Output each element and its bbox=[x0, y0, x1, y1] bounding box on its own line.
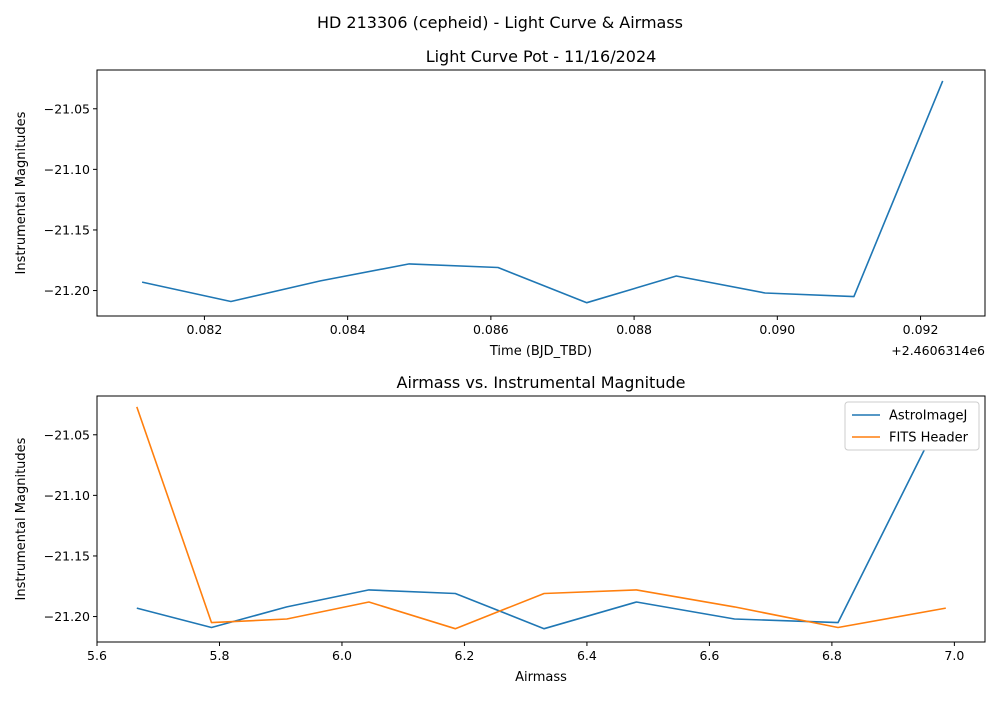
plot-frame bbox=[96, 69, 986, 317]
y-tick-label: −21.20 bbox=[44, 283, 90, 298]
legend-label: FITS Header bbox=[889, 431, 969, 446]
x-tick-label: 6.2 bbox=[455, 648, 475, 663]
plot-frame bbox=[96, 395, 986, 643]
light-curve-chart: Light Curve Pot - 11/16/2024 0.082 0.084 0.… bbox=[14, 47, 986, 359]
x-tick-label: 5.8 bbox=[210, 648, 230, 663]
x-axis-label: Time (BJD_TBD) bbox=[489, 344, 592, 359]
y-axis-label: Instrumental Magnitudes bbox=[14, 111, 29, 274]
x-tick-label: 6.0 bbox=[332, 648, 352, 663]
x-tick-label: 6.4 bbox=[577, 648, 597, 663]
y-tick-label: −21.15 bbox=[44, 548, 90, 563]
y-tick-label: −21.10 bbox=[44, 488, 90, 503]
y-axis-label: Instrumental Magnitudes bbox=[14, 437, 29, 600]
legend-frame bbox=[844, 401, 980, 451]
x-tick-label: 5.6 bbox=[87, 648, 107, 663]
airmass-chart: Airmass vs. Instrumental Magnitude 5.6 5.8… bbox=[14, 373, 986, 685]
x-tick-label: 6.6 bbox=[699, 648, 719, 663]
y-tick-label: −21.10 bbox=[44, 162, 90, 177]
x-tick-label: 0.086 bbox=[473, 322, 509, 337]
x-offset-label: +2.4606314e6 bbox=[891, 343, 985, 358]
x-tick-label: 0.082 bbox=[187, 322, 223, 337]
y-tick-label: −21.05 bbox=[44, 101, 90, 116]
x-tick-label: 0.092 bbox=[903, 322, 939, 337]
x-tick-label: 0.088 bbox=[616, 322, 652, 337]
x-tick-label: 0.090 bbox=[759, 322, 795, 337]
y-tick-label: −21.20 bbox=[44, 609, 90, 624]
series-line-0 bbox=[141, 80, 944, 304]
x-axis-label: Airmass bbox=[515, 670, 567, 685]
legend: AstroImageJ FITS Header bbox=[844, 401, 980, 451]
y-tick-label: −21.05 bbox=[44, 427, 90, 442]
figure-suptitle: HD 213306 (cepheid) - Light Curve & Airm… bbox=[317, 13, 683, 32]
x-tick-label: 6.8 bbox=[822, 648, 842, 663]
chart-title: Airmass vs. Instrumental Magnitude bbox=[397, 373, 686, 392]
legend-label: AstroImageJ bbox=[889, 409, 967, 424]
x-tick-label: 7.0 bbox=[944, 648, 964, 663]
y-tick-label: −21.15 bbox=[44, 222, 90, 237]
chart-title: Light Curve Pot - 11/16/2024 bbox=[426, 47, 657, 66]
series-line-fits-header bbox=[136, 406, 946, 630]
x-tick-label: 0.084 bbox=[330, 322, 366, 337]
